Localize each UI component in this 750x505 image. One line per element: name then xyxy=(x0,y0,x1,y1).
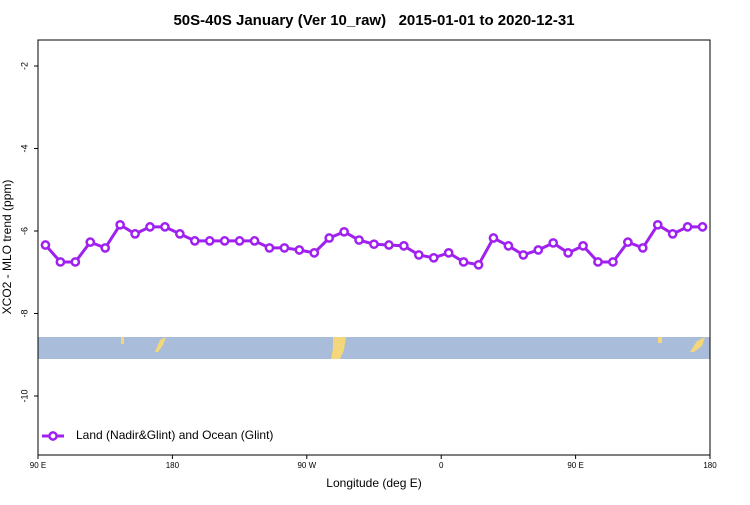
legend-marker xyxy=(48,431,58,441)
y-tick-label: -2 xyxy=(19,62,29,70)
x-tick-label: 180 xyxy=(166,461,180,470)
data-point xyxy=(189,236,200,246)
x-tick-label: 180 xyxy=(703,461,717,470)
data-point xyxy=(473,259,484,270)
legend-label: Land (Nadir&Glint) and Ocean (Glint) xyxy=(76,428,273,442)
data-point xyxy=(608,257,618,267)
data-point xyxy=(234,236,245,246)
data-point xyxy=(249,236,260,246)
data-point xyxy=(160,222,170,232)
data-point xyxy=(324,233,335,243)
data-point xyxy=(100,243,111,253)
y-tick-label: -10 xyxy=(19,390,29,403)
y-tick-label: -4 xyxy=(19,144,29,152)
land-patches xyxy=(121,337,705,359)
data-point xyxy=(533,245,544,255)
data-point xyxy=(70,257,81,267)
x-tick-label: 90 E xyxy=(567,461,583,470)
ocean-band xyxy=(38,337,710,359)
data-point xyxy=(369,239,379,250)
y-tick-label: -8 xyxy=(19,309,29,317)
data-point xyxy=(458,257,469,267)
data-point xyxy=(593,257,603,267)
data-point xyxy=(115,219,125,230)
data-point xyxy=(667,229,678,239)
data-point xyxy=(204,236,215,246)
data-point xyxy=(413,250,424,260)
data-point xyxy=(294,245,305,255)
data-point xyxy=(309,248,320,258)
data-point xyxy=(443,248,454,258)
plot-frame xyxy=(37,39,711,456)
data-point xyxy=(219,236,230,246)
data-point xyxy=(40,240,51,250)
data-point xyxy=(339,226,349,237)
data-point xyxy=(682,222,693,232)
data-point xyxy=(623,237,633,247)
data-point xyxy=(264,243,275,253)
data-point xyxy=(503,240,514,251)
data-point xyxy=(130,229,140,239)
data-point xyxy=(697,222,708,232)
data-point xyxy=(175,229,185,239)
chart-title: 50S-40S January (Ver 10_raw) 2015-01-01 … xyxy=(173,12,574,29)
data-point xyxy=(548,238,559,248)
data-point xyxy=(578,240,588,251)
x-tick-label: 90 E xyxy=(30,461,46,470)
data-point xyxy=(354,235,364,245)
data-point xyxy=(563,248,573,258)
x-axis-label: Longitude (deg E) xyxy=(326,476,421,490)
y-tick-label: -6 xyxy=(19,227,29,235)
x-tick-label: 0 xyxy=(439,461,444,470)
data-point xyxy=(637,243,648,253)
data-point xyxy=(652,219,663,230)
y-axis-label: XCO2 - MLO trend (ppm) xyxy=(0,180,14,315)
x-tick-label: 90 W xyxy=(297,461,316,470)
data-point xyxy=(399,240,409,251)
data-point xyxy=(428,252,439,263)
data-point xyxy=(145,222,155,232)
data-point xyxy=(384,240,394,250)
data-point xyxy=(55,257,66,267)
data-point xyxy=(518,250,529,260)
data-point xyxy=(488,233,499,243)
data-point xyxy=(85,237,96,247)
data-point xyxy=(279,243,290,253)
